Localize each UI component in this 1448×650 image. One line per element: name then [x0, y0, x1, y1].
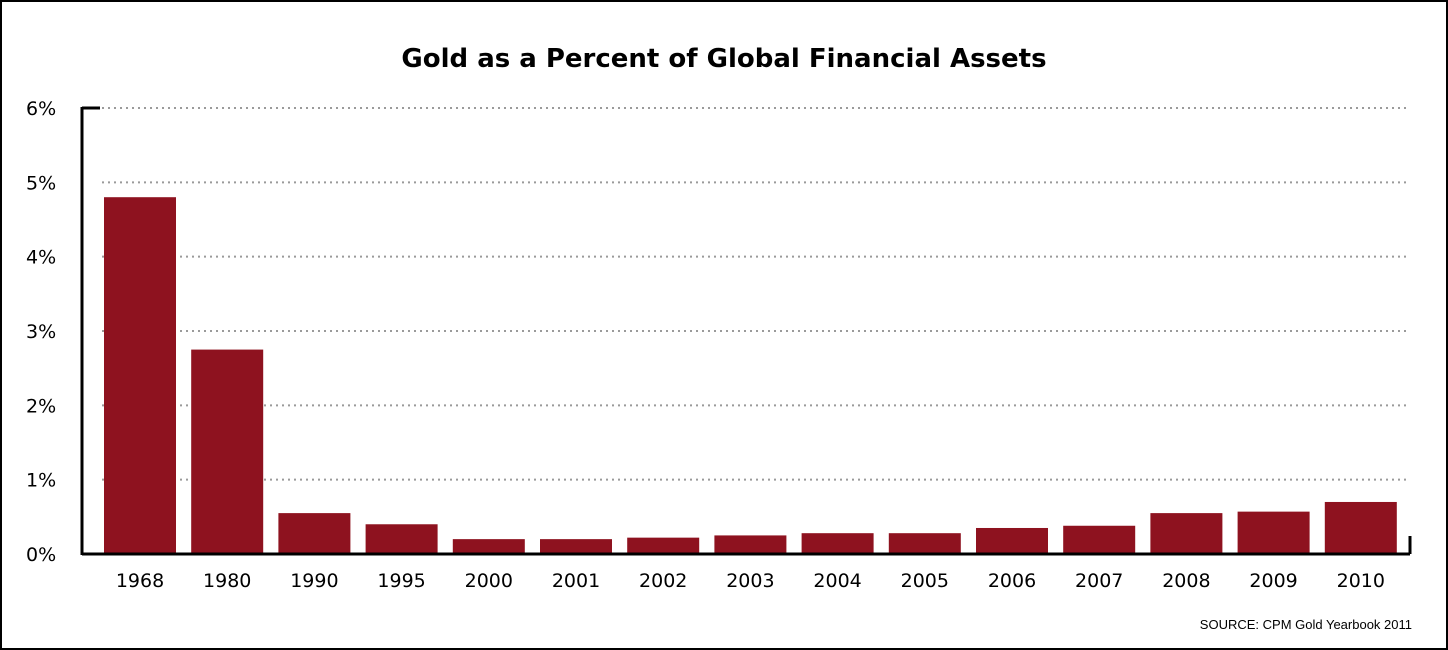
x-tick-label: 2008	[1162, 570, 1210, 592]
y-tick-label: 6%	[26, 98, 56, 120]
bar-2006	[976, 527, 1048, 554]
x-tick-label: 2002	[639, 570, 687, 592]
x-tick-label: 1968	[116, 570, 164, 592]
x-tick-labels: 1968 1980 1990 1995 2000 2001 2002 2003 2004 2005…	[116, 570, 1385, 592]
source-note: SOURCE: CPM Gold Yearbook 2011	[1199, 617, 1412, 632]
bar-1968	[104, 197, 176, 554]
y-tick-label: 5%	[26, 172, 56, 194]
bar-2009	[1237, 511, 1310, 554]
y-tick-label: 2%	[26, 395, 56, 417]
y-tick-label: 3%	[26, 321, 56, 343]
x-tick-label: 2009	[1249, 570, 1297, 592]
x-tick-label: 2006	[988, 570, 1036, 592]
x-tick-label: 2005	[901, 570, 949, 592]
axes	[80, 106, 1412, 556]
bar-2007	[1063, 525, 1136, 554]
bar-2002	[627, 537, 700, 554]
bar-2004	[801, 533, 874, 554]
x-tick-label: 1980	[203, 570, 251, 592]
bar-2000	[452, 539, 525, 554]
bar-1980	[191, 349, 264, 554]
x-tick-label: 2007	[1075, 570, 1123, 592]
bar-1990	[278, 513, 351, 554]
x-tick-label: 2001	[552, 570, 600, 592]
bar-1995	[365, 524, 438, 554]
gridlines	[102, 107, 1410, 481]
bar-2001	[540, 539, 612, 554]
y-tick-label: 4%	[26, 247, 56, 269]
x-tick-label: 2000	[465, 570, 513, 592]
x-tick-label: 2003	[726, 570, 774, 592]
x-tick-label: 2010	[1337, 570, 1385, 592]
bars	[104, 197, 1397, 554]
y-tick-label: 0%	[26, 544, 56, 566]
bar-2003	[714, 535, 787, 554]
bar-2005	[888, 533, 961, 554]
y-tick-label: 1%	[26, 470, 56, 492]
x-tick-label: 1995	[377, 570, 425, 592]
bar-2008	[1150, 513, 1223, 554]
y-tick-labels: 0% 1% 2% 3% 4% 5% 6%	[26, 98, 56, 566]
chart-title: Gold as a Percent of Global Financial As…	[401, 44, 1047, 74]
x-tick-label: 1990	[290, 570, 338, 592]
x-tick-label: 2004	[813, 570, 861, 592]
bar-2010	[1324, 501, 1397, 554]
